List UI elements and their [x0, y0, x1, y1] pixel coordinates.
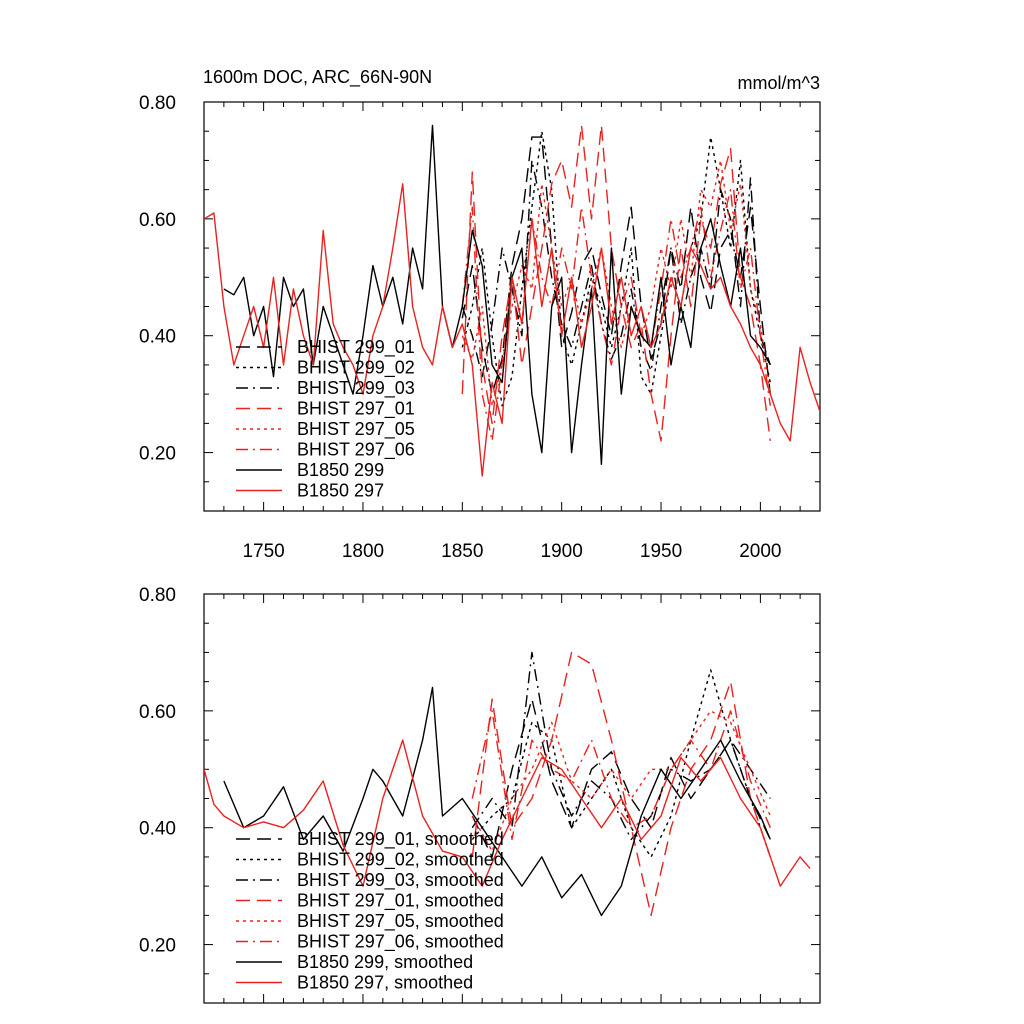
series-group [204, 651, 811, 917]
y-tick-label: 0.60 [139, 210, 176, 231]
top-panel: 0.20 0.40 0.60 0.80 1750 1800 1850 1900 1950 2000… [139, 93, 821, 562]
legend-label: BHIST 299_03, smoothed [297, 870, 504, 891]
series-line [461, 124, 771, 442]
legend-label: BHIST 297_05, smoothed [297, 911, 504, 932]
legend-label: BHIST 299_02, smoothed [297, 850, 504, 871]
series-line [204, 183, 820, 477]
y-tick-label: 0.40 [139, 819, 176, 840]
x-tick-label: 1800 [342, 541, 384, 562]
legend-label: BHIST 297_01 [297, 399, 415, 420]
series-line [223, 686, 771, 917]
series-group [204, 124, 820, 477]
y-tick-label: 0.40 [139, 327, 176, 348]
y-tick-label: 0.60 [139, 702, 176, 723]
legend-label: BHIST 297_01, smoothed [297, 891, 504, 912]
x-tick-label: 1950 [640, 541, 682, 562]
legend-label: B1850 299, smoothed [297, 952, 473, 972]
chart-title: 1600m DOC, ARC_66N-90N [203, 67, 432, 88]
legend-label: BHIST 297_05 [297, 419, 415, 440]
legend-label: B1850 297 [297, 481, 384, 501]
legend-label: BHIST 299_03 [297, 378, 415, 399]
series-line [223, 124, 771, 465]
y-tick-label: 0.20 [139, 936, 176, 957]
legend-label: B1850 299 [297, 460, 384, 480]
x-tick-label: 1850 [441, 541, 483, 562]
y-tick-label: 0.80 [139, 93, 176, 114]
series-line [461, 159, 771, 378]
series-line [461, 136, 771, 395]
legend-label: BHIST 299_02 [297, 358, 415, 379]
y-tick-label: 0.80 [139, 585, 176, 606]
legend-label: BHIST 297_06 [297, 440, 415, 461]
series-line [471, 669, 771, 858]
series-line [471, 710, 771, 852]
units-label: mmol/m^3 [738, 73, 820, 93]
legend-label: BHIST 297_06, smoothed [297, 932, 504, 953]
series-line [471, 698, 771, 858]
legend-label: BHIST 299_01, smoothed [297, 829, 504, 850]
series-line [461, 130, 771, 407]
series-line [471, 651, 771, 841]
legend-label: BHIST 299_01 [297, 337, 415, 358]
y-tick-label: 0.20 [139, 444, 176, 465]
series-line [204, 739, 811, 887]
x-tick-label: 1750 [242, 541, 284, 562]
legend-label: B1850 297, smoothed [297, 973, 473, 993]
x-tick-label: 2000 [739, 541, 781, 562]
series-line [461, 159, 771, 407]
x-tick-label: 1900 [541, 541, 583, 562]
